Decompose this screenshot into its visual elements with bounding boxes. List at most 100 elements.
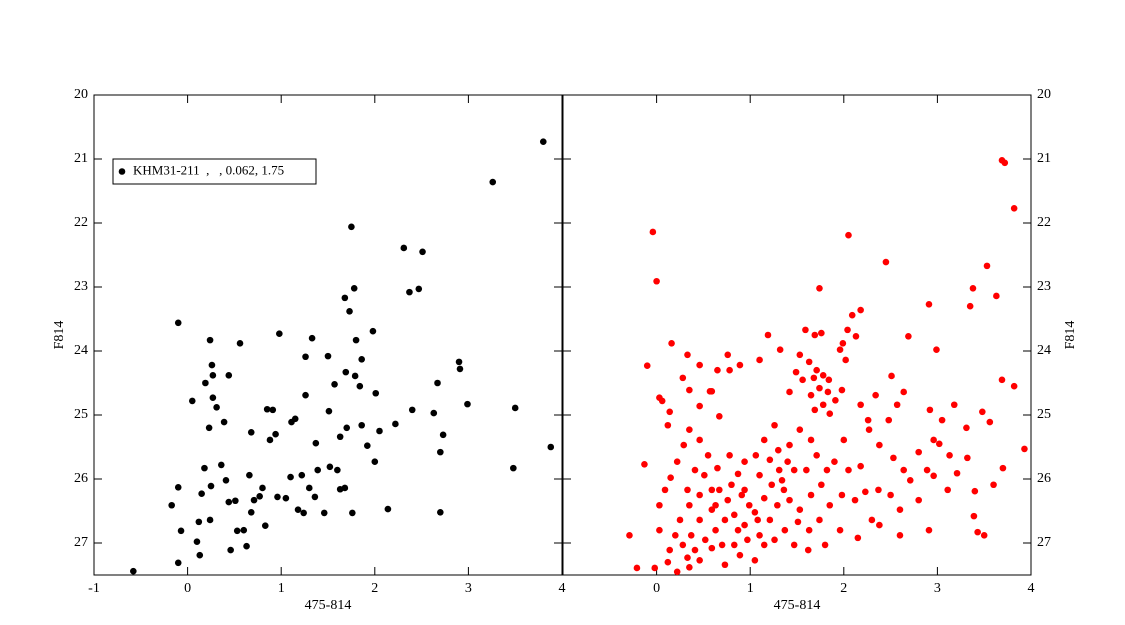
point bbox=[342, 368, 350, 376]
x-tick-label: 3 bbox=[934, 581, 941, 596]
point bbox=[938, 416, 946, 424]
point bbox=[680, 441, 688, 449]
y-tick-label: 27 bbox=[1037, 535, 1051, 550]
point bbox=[177, 527, 185, 535]
point bbox=[915, 448, 922, 456]
point bbox=[168, 501, 175, 509]
point bbox=[726, 366, 733, 374]
point bbox=[633, 564, 641, 572]
point bbox=[974, 528, 981, 536]
point bbox=[312, 439, 320, 447]
point bbox=[842, 356, 849, 364]
point bbox=[684, 486, 691, 494]
point bbox=[865, 426, 873, 434]
point bbox=[464, 400, 471, 408]
point bbox=[852, 332, 860, 340]
point bbox=[980, 532, 988, 539]
point bbox=[935, 440, 943, 448]
point bbox=[825, 376, 833, 384]
point bbox=[854, 534, 862, 542]
point bbox=[708, 388, 716, 395]
point bbox=[890, 454, 897, 462]
point bbox=[826, 501, 834, 509]
point bbox=[282, 494, 290, 502]
point bbox=[439, 431, 447, 439]
point bbox=[246, 471, 253, 479]
point bbox=[778, 476, 786, 484]
point bbox=[232, 497, 239, 505]
point bbox=[193, 538, 201, 546]
point bbox=[691, 466, 699, 474]
point bbox=[893, 401, 901, 409]
x-tick-label: 4 bbox=[559, 581, 566, 596]
point bbox=[774, 446, 782, 454]
point bbox=[819, 401, 827, 409]
point bbox=[376, 427, 383, 435]
point bbox=[839, 340, 847, 347]
point bbox=[661, 486, 669, 494]
point bbox=[287, 473, 294, 481]
point bbox=[311, 493, 319, 501]
point bbox=[760, 494, 768, 502]
point bbox=[868, 516, 876, 524]
point bbox=[1021, 445, 1028, 453]
point bbox=[807, 391, 815, 399]
point bbox=[222, 476, 230, 484]
point bbox=[760, 436, 768, 444]
point bbox=[811, 331, 819, 339]
point bbox=[511, 404, 519, 412]
point bbox=[744, 536, 751, 544]
point bbox=[341, 294, 349, 302]
point bbox=[346, 308, 353, 315]
point bbox=[964, 454, 971, 462]
point bbox=[771, 536, 778, 544]
point bbox=[384, 505, 392, 513]
x-tick-label: 2 bbox=[371, 581, 378, 596]
point bbox=[305, 484, 313, 492]
point bbox=[857, 401, 864, 409]
point bbox=[300, 509, 307, 517]
point bbox=[358, 356, 365, 363]
point bbox=[206, 336, 214, 344]
point bbox=[696, 436, 703, 444]
point bbox=[728, 481, 735, 489]
point bbox=[276, 330, 283, 338]
point bbox=[641, 460, 648, 468]
point bbox=[888, 372, 895, 380]
point bbox=[923, 466, 931, 474]
point bbox=[714, 464, 721, 472]
point bbox=[774, 501, 781, 509]
point bbox=[714, 366, 721, 374]
point bbox=[434, 379, 441, 387]
point bbox=[261, 522, 269, 530]
point bbox=[721, 561, 729, 569]
point bbox=[233, 527, 241, 535]
x-tick-label: 4 bbox=[1028, 581, 1035, 596]
x-tick-label: 2 bbox=[840, 581, 847, 596]
point bbox=[686, 386, 693, 394]
point bbox=[875, 486, 882, 494]
point bbox=[213, 404, 220, 411]
point bbox=[810, 374, 818, 382]
point bbox=[667, 474, 674, 482]
point bbox=[656, 526, 663, 534]
legend-marker bbox=[118, 168, 126, 175]
point bbox=[209, 394, 217, 402]
point bbox=[766, 456, 774, 464]
point bbox=[845, 466, 852, 474]
point bbox=[687, 532, 695, 539]
point bbox=[851, 496, 859, 504]
point bbox=[786, 388, 793, 396]
point bbox=[741, 521, 748, 529]
point bbox=[408, 406, 416, 414]
point bbox=[696, 491, 703, 499]
x-tick-label: 1 bbox=[278, 581, 285, 596]
point bbox=[724, 351, 732, 359]
point bbox=[326, 463, 334, 471]
point bbox=[209, 372, 217, 379]
point bbox=[786, 441, 793, 449]
point bbox=[900, 466, 908, 474]
point bbox=[696, 361, 703, 369]
point bbox=[676, 516, 684, 524]
point bbox=[437, 508, 444, 516]
